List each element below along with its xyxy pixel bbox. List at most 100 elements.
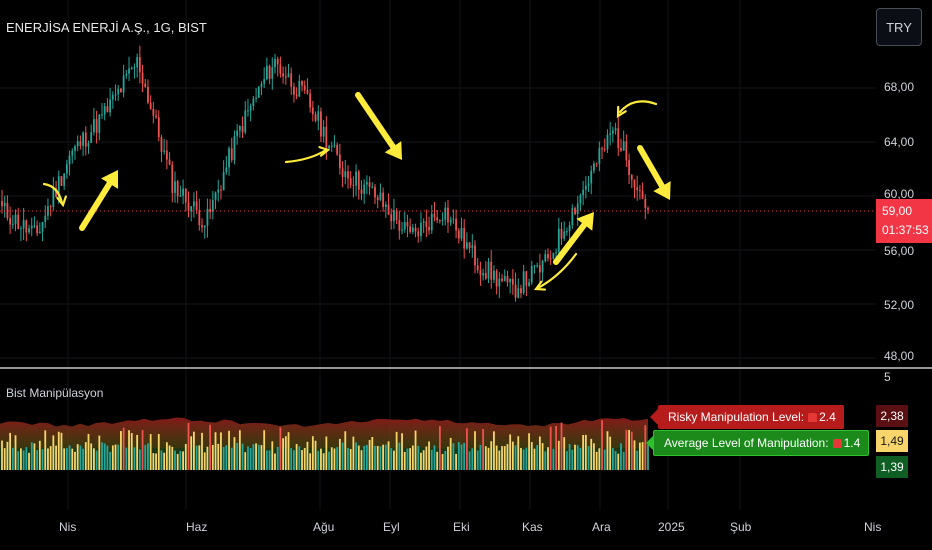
candle-body [155, 115, 157, 118]
arrow-shaft [637, 145, 666, 190]
manipulation-bar [425, 446, 428, 470]
candle-body [276, 58, 279, 65]
manipulation-bar [630, 431, 633, 470]
candle-body [136, 57, 139, 68]
candle-body [593, 163, 595, 171]
candle-body [147, 86, 149, 103]
candle-body [582, 189, 585, 196]
manipulation-bar [92, 448, 95, 470]
candle-body [647, 208, 649, 210]
candle-body [28, 228, 30, 233]
candle-body [436, 217, 439, 221]
manipulation-bar [517, 436, 520, 470]
manipulation-bar [217, 443, 220, 470]
candle-body [633, 179, 636, 188]
manipulation-bar [463, 442, 466, 470]
candle-body [560, 228, 563, 239]
manipulation-bar [593, 443, 595, 470]
candle-body [65, 164, 68, 174]
indicator-tag-middle: 1,49 [876, 430, 908, 452]
candle-body [87, 142, 90, 147]
candle-body [20, 228, 22, 230]
candle-body [479, 270, 482, 276]
candle-body [547, 254, 549, 259]
curved-arrow-head [56, 195, 67, 208]
candle-body [79, 141, 82, 146]
manipulation-bar [582, 435, 585, 470]
manipulation-bar [106, 445, 109, 470]
candle-body [274, 58, 276, 68]
candle-body [482, 273, 485, 276]
candle-body [301, 81, 303, 86]
annotation-arrows [42, 92, 671, 291]
candle-body [438, 220, 441, 222]
manipulation-bar [641, 442, 644, 470]
manipulation-bar [57, 431, 60, 470]
manipulation-bar [238, 430, 241, 470]
candle-body [403, 222, 406, 230]
candle-body [157, 117, 160, 138]
manipulation-bar [498, 450, 501, 470]
manipulation-bar [249, 448, 252, 470]
manipulation-bar [136, 434, 139, 470]
candle-body [109, 99, 112, 113]
manipulation-bar [538, 436, 541, 470]
manipulation-bar [606, 431, 609, 470]
candle-body [306, 90, 309, 94]
manipulation-bar [574, 444, 576, 470]
candle-body [503, 276, 506, 282]
candle-body [25, 220, 28, 233]
candle-body [322, 126, 325, 137]
candle-body [120, 88, 122, 93]
manipulation-bar [14, 435, 17, 470]
manipulation-bar [317, 450, 320, 470]
manipulation-bar [309, 453, 312, 470]
manipulation-bar [363, 445, 366, 470]
siren-icon [808, 412, 818, 422]
candle-body [76, 141, 79, 147]
curved-arrow-head [318, 146, 331, 157]
candle-body [601, 148, 603, 150]
candle-body [393, 210, 395, 222]
currency-button[interactable]: TRY [876, 8, 922, 46]
manipulation-bar [20, 448, 22, 470]
candle-body [314, 114, 317, 121]
manipulation-bar [3, 448, 6, 470]
indicator-title[interactable]: Bist Manipülasyon [6, 386, 104, 400]
manipulation-bar [82, 448, 84, 470]
candle-body [68, 155, 71, 165]
candle-body [509, 278, 512, 283]
candle-body [141, 72, 144, 84]
candle-body [414, 227, 417, 232]
manipulation-bar [330, 447, 333, 470]
manipulation-bar [484, 446, 487, 470]
average-level-value: 1.4 [843, 436, 861, 450]
candle-body [536, 265, 539, 267]
manipulation-bar [120, 431, 122, 470]
manipulation-bar [401, 433, 403, 470]
manipulation-bar [560, 422, 563, 470]
candle-body [57, 176, 60, 197]
manipulation-bar [144, 445, 147, 470]
candle-body [433, 213, 436, 218]
manipulation-bar [311, 436, 314, 470]
manipulation-bar [230, 447, 233, 470]
manipulation-bar [95, 450, 98, 470]
candle-body [238, 126, 241, 131]
indicator-tag-lower: 1,39 [876, 456, 908, 478]
manipulation-bar [338, 438, 341, 470]
manipulation-bar [544, 451, 547, 470]
manipulation-bar [322, 453, 325, 470]
manipulation-bar [98, 435, 101, 470]
manipulation-bar [376, 445, 379, 470]
candle-body [487, 261, 490, 279]
candle-body [179, 195, 182, 197]
candle-body [122, 75, 125, 93]
manipulation-bar [503, 446, 506, 470]
manipulation-bar [30, 442, 33, 470]
curved-arrow-head [616, 105, 627, 118]
candle-body [628, 160, 630, 176]
candle-body [6, 202, 9, 219]
candle-body [222, 172, 225, 191]
